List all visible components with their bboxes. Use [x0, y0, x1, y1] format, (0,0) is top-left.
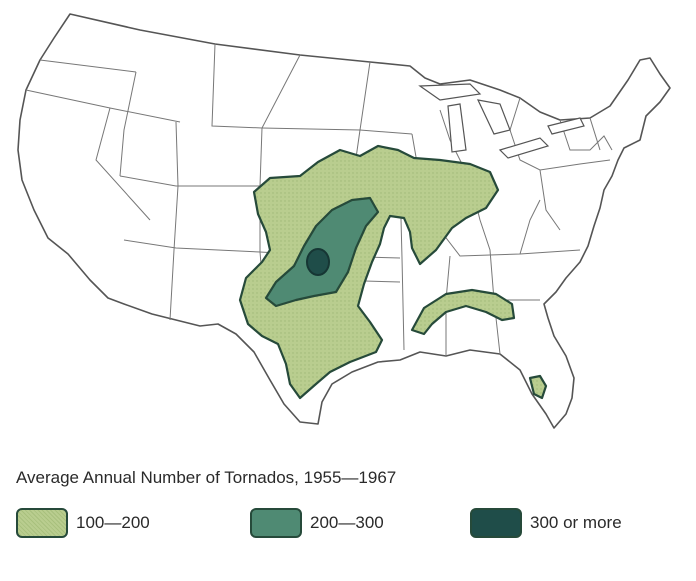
light-green-swatch-icon	[16, 508, 68, 538]
legend-label: 200—300	[310, 513, 384, 532]
legend-item-100-200: 100—200	[16, 505, 150, 541]
zone-300-or-more	[306, 248, 330, 276]
legend-title: Average Annual Number of Tornados, 1955—…	[16, 468, 397, 487]
medium-green-swatch-icon	[250, 508, 302, 538]
zone-100-200-main	[238, 144, 500, 400]
zone-100-200-southeast	[410, 288, 516, 336]
legend-item-300-or-more: 300 or more	[470, 505, 622, 541]
legend-label: 300 or more	[530, 513, 622, 532]
legend-item-200-300: 200—300	[250, 505, 384, 541]
us-tornado-map	[17, 13, 671, 429]
legend: 100—200 200—300 300 or more	[0, 505, 696, 545]
dark-green-swatch-icon	[470, 508, 522, 538]
zone-100-200-florida	[528, 374, 548, 400]
great-lakes	[418, 83, 585, 159]
legend-label: 100—200	[76, 513, 150, 532]
